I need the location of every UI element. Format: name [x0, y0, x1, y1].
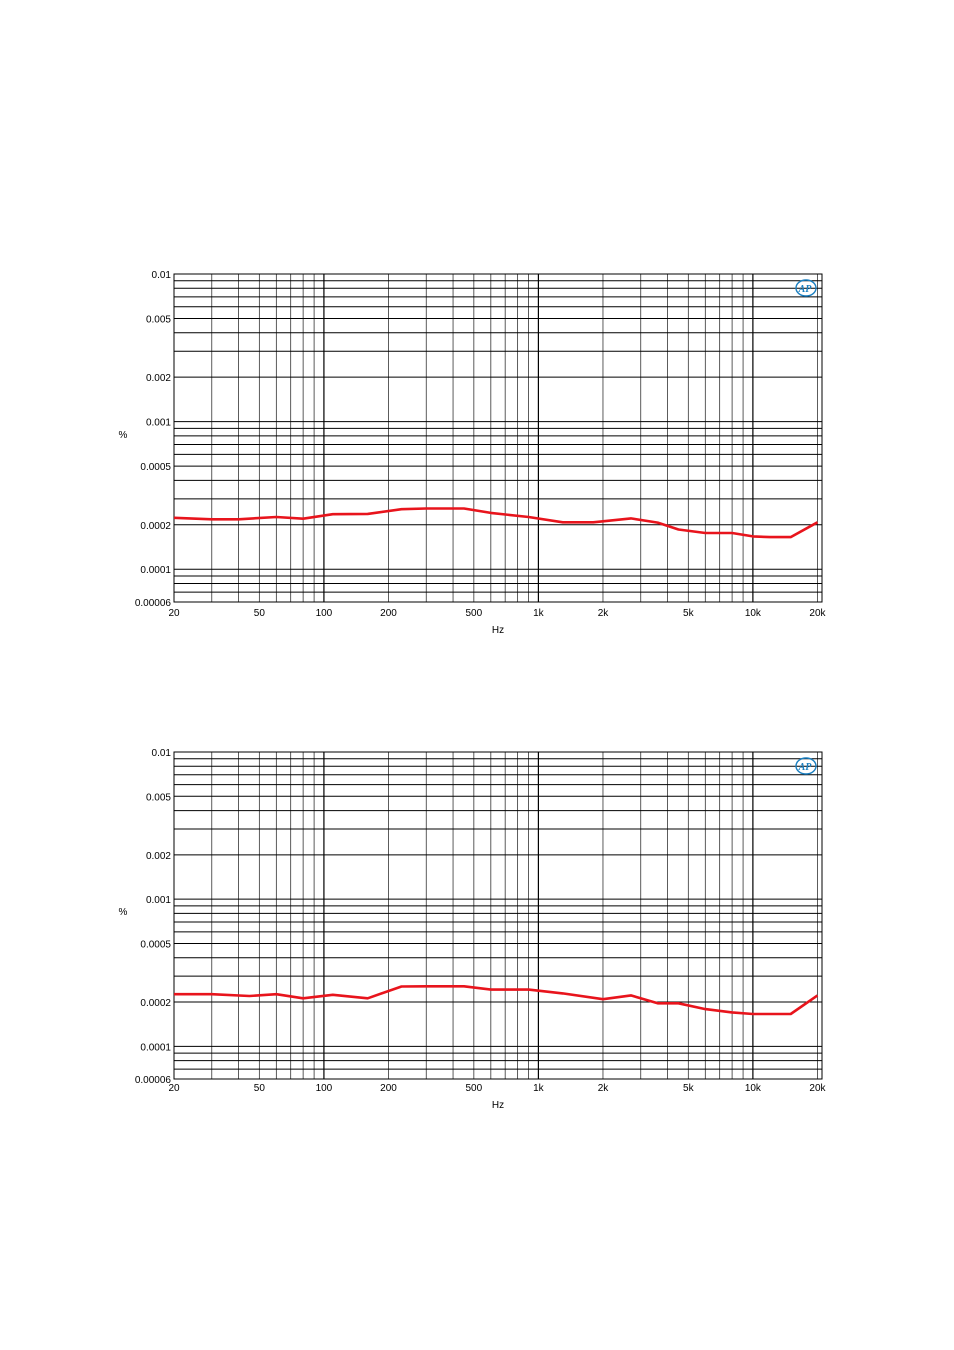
x-tick-label: 20 [168, 608, 180, 619]
x-tick-label: 20k [809, 608, 826, 619]
y-tick-label: 0.0001 [140, 565, 171, 576]
ap-logo-icon: AP [795, 757, 817, 775]
y-axis-label: % [119, 430, 128, 441]
plot-frame [173, 751, 823, 1080]
grid [174, 273, 822, 603]
x-tick-label: 1k [533, 608, 545, 619]
ap-logo-icon: AP [795, 279, 817, 297]
x-tick-label: 5k [683, 1083, 695, 1094]
x-tick-label: 2k [598, 1083, 610, 1094]
x-tick-label: 200 [380, 1083, 397, 1094]
x-tick-label: 500 [465, 608, 482, 619]
x-tick-label: 5k [683, 608, 695, 619]
y-tick-label: 0.0002 [140, 521, 171, 532]
y-tick-label: 0.0005 [140, 939, 171, 950]
series-line [173, 507, 819, 539]
logo-text: AP [798, 762, 813, 773]
y-tick-label: 0.001 [146, 895, 171, 906]
y-tick-label: 0.01 [152, 748, 172, 759]
y-tick-label: 0.0002 [140, 998, 171, 1009]
y-tick-label: 0.002 [146, 373, 171, 384]
logo-ring [795, 279, 817, 297]
x-tick-label: 50 [254, 608, 266, 619]
plot-frame [173, 273, 823, 603]
logo-text: AP [798, 284, 813, 295]
y-tick-label: 0.001 [146, 418, 171, 429]
x-tick-label: 20 [168, 1083, 180, 1094]
y-tick-label: 0.002 [146, 851, 171, 862]
y-axis-label: % [119, 907, 128, 918]
x-tick-label: 1k [533, 1083, 545, 1094]
x-axis-label: Hz [492, 625, 504, 636]
x-tick-label: 100 [316, 1083, 333, 1094]
y-tick-label: 0.01 [152, 270, 172, 281]
y-tick-label: 0.00006 [135, 1075, 172, 1086]
x-tick-label: 10k [745, 1083, 762, 1094]
y-tick-label: 0.005 [146, 314, 171, 325]
y-tick-label: 0.005 [146, 792, 171, 803]
x-tick-label: 20k [809, 1083, 826, 1094]
chart-1: 0.01 0.005 0.002 0.001 0.0005 0.0002 0.0001 0.0… [119, 270, 827, 636]
y-tick-label: 0.0005 [140, 462, 171, 473]
logo-ring [795, 757, 817, 775]
x-tick-label: 200 [380, 608, 397, 619]
x-tick-label: 10k [745, 608, 762, 619]
x-axis-label: Hz [492, 1100, 504, 1111]
x-tick-label: 100 [316, 608, 333, 619]
x-tick-label: 500 [465, 1083, 482, 1094]
x-tick-label: 2k [598, 608, 610, 619]
series-line [174, 984, 819, 1016]
y-tick-label: 0.0001 [140, 1042, 171, 1053]
x-tick-label: 50 [254, 1083, 266, 1094]
plot-area [174, 752, 822, 1079]
y-tick-label: 0.00006 [135, 598, 172, 609]
chart-2: 0.01 0.005 0.002 0.001 0.0005 0.0002 0.0001 0.0… [119, 748, 827, 1111]
plot-area [174, 274, 822, 602]
